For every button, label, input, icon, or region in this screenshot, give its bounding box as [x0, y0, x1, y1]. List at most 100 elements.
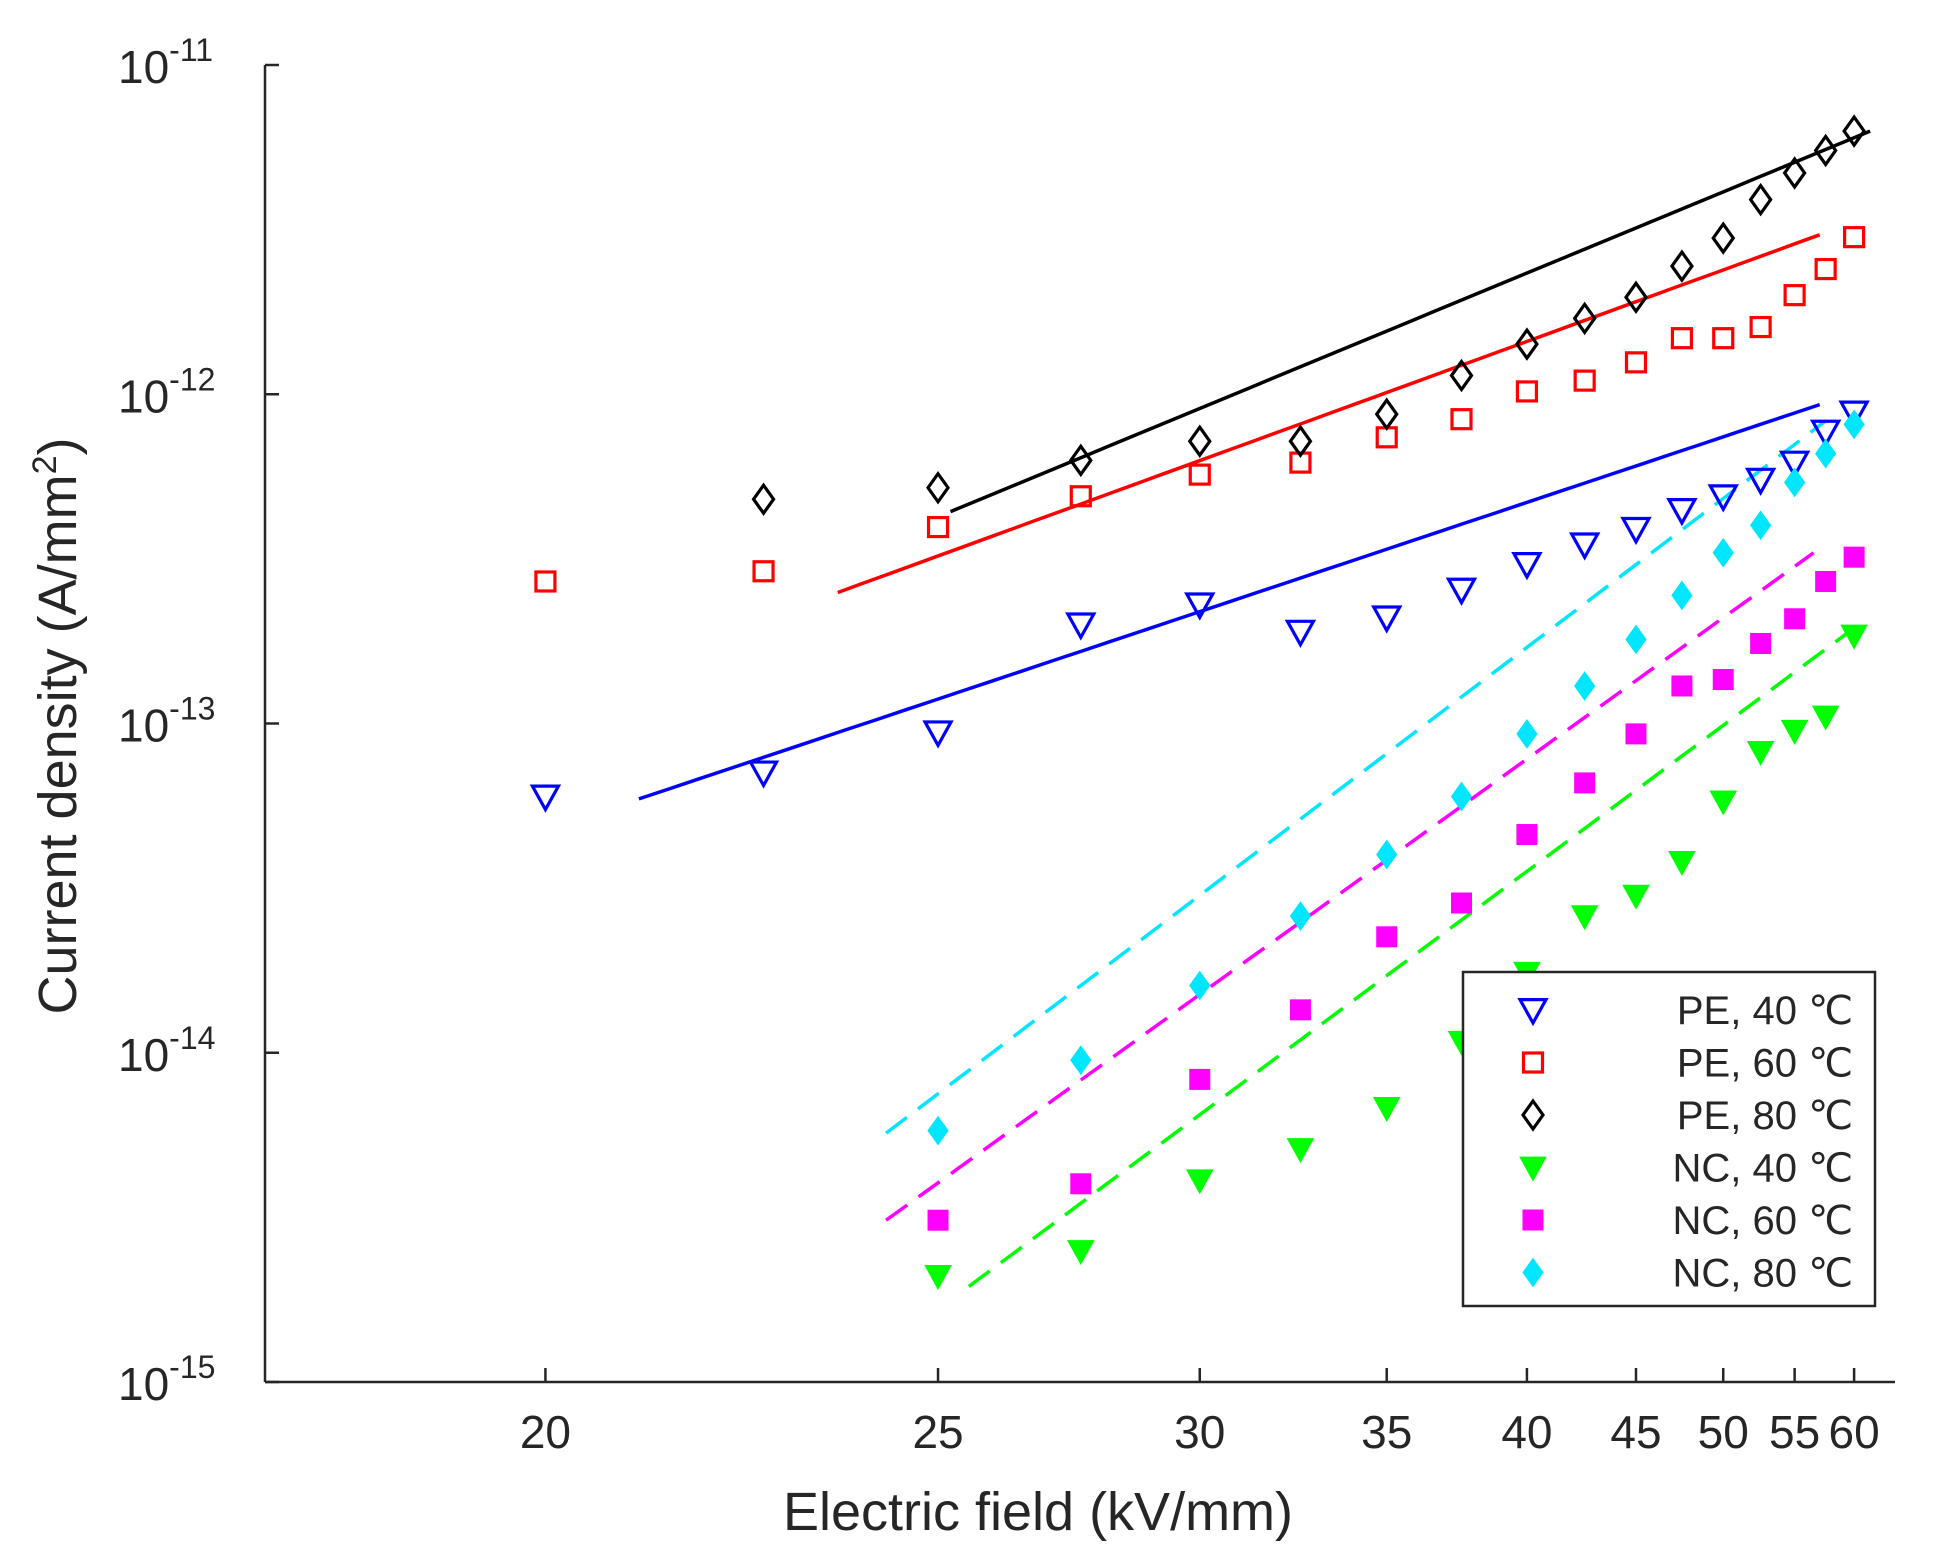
y-tick-mantissa: 10	[118, 41, 169, 93]
legend-marker	[1522, 1257, 1544, 1288]
fit-line-nc-80-	[885, 419, 1827, 1135]
fit-line-pe-60-	[837, 233, 1821, 595]
y-axis-title: Current density (A/mm2)	[26, 437, 88, 1014]
data-point	[1814, 257, 1837, 281]
legend-label: PE, 60 ℃	[1677, 1042, 1853, 1086]
fit-line-pe-80-	[949, 129, 1871, 514]
legend-label: NC, 60 ℃	[1672, 1199, 1853, 1243]
data-point	[1449, 358, 1474, 393]
legend: PE, 40 ℃ PE, 60 ℃ PE, 80 ℃ NC, 40 ℃ NC, 60 ℃…	[1461, 970, 1877, 1308]
data-point	[1784, 608, 1806, 630]
fit-lines	[638, 129, 1871, 1288]
data-point	[752, 560, 775, 583]
data-point	[1671, 580, 1693, 611]
x-tick-label: 20	[520, 1406, 571, 1458]
data-point	[1711, 221, 1736, 255]
legend-marker	[1519, 1156, 1547, 1182]
data-point	[1289, 999, 1311, 1021]
y-tick-label: 10-13	[118, 691, 215, 752]
data-point	[1840, 624, 1868, 650]
data-point	[1813, 133, 1838, 168]
y-tick-mantissa: 10	[118, 370, 169, 422]
fit-line-nc-60-	[885, 551, 1815, 1222]
data-point	[1516, 824, 1538, 846]
data-point	[1570, 905, 1599, 931]
data-point	[1622, 884, 1650, 910]
y-tick-exponent: -11	[169, 32, 213, 68]
data-point	[1188, 463, 1211, 486]
data-point	[1516, 719, 1538, 749]
data-point	[534, 570, 557, 593]
data-point	[1451, 892, 1473, 914]
data-point	[1784, 467, 1806, 498]
data-point	[1574, 671, 1596, 701]
data-point	[529, 784, 562, 813]
data-point	[1712, 327, 1735, 350]
data-point	[747, 760, 780, 789]
y-tick-exponent: -12	[169, 361, 215, 397]
data-point	[1750, 510, 1772, 541]
legend-marker	[1522, 1209, 1544, 1231]
x-axis-title: Electric field (kV/mm)	[783, 1482, 1293, 1542]
y-tick-label: 10-11	[118, 32, 213, 93]
data-point	[1815, 570, 1837, 592]
data-point	[1838, 400, 1870, 429]
y-tick-mantissa: 10	[118, 700, 169, 752]
x-tick-label: 45	[1610, 1406, 1661, 1458]
data-point	[1574, 772, 1596, 794]
data-point	[1620, 516, 1652, 546]
data-point	[1288, 424, 1313, 458]
data-point	[1284, 619, 1317, 649]
data-point	[1066, 1240, 1095, 1266]
axes: 20 25 30 35 40 45 50 55 6010-1510-1410-1310-1210…	[118, 32, 1895, 1458]
data-point	[1184, 592, 1216, 621]
x-tick-label: 60	[1829, 1406, 1880, 1458]
data-point	[1286, 1138, 1315, 1164]
data-point	[1746, 740, 1775, 766]
data-point	[1625, 723, 1647, 745]
data-point	[1748, 182, 1773, 217]
data-point	[1514, 327, 1539, 361]
data-point	[1671, 675, 1693, 697]
data-point	[1815, 438, 1837, 469]
x-tick-label: 55	[1769, 1406, 1820, 1458]
data-point	[1783, 284, 1806, 307]
data-point	[1372, 1096, 1401, 1122]
y-tick-label: 10-14	[118, 1020, 215, 1081]
data-point	[1450, 781, 1473, 812]
data-point	[1189, 970, 1211, 1001]
data-point	[1712, 537, 1734, 568]
data-point	[1185, 1169, 1214, 1195]
legend-label: PE, 80 ℃	[1677, 1094, 1853, 1138]
legend-marker	[1521, 1098, 1545, 1132]
y-tick-mantissa: 10	[118, 1358, 169, 1410]
data-point	[1749, 315, 1772, 339]
y-axis-title-close: )	[28, 437, 88, 455]
data-point	[1573, 369, 1596, 392]
data-point	[1450, 408, 1473, 431]
data-point	[922, 720, 954, 749]
x-tick-label: 30	[1174, 1406, 1225, 1458]
data-point	[1712, 669, 1734, 691]
data-point	[1445, 577, 1478, 606]
data-point	[1666, 498, 1698, 527]
x-tick-label: 25	[912, 1406, 963, 1458]
y-axis-title-superscript: 2	[26, 455, 64, 474]
data-point	[1669, 249, 1694, 283]
data-point	[1070, 1045, 1092, 1075]
fit-line-nc-40-	[967, 626, 1856, 1288]
y-tick-label: 10-12	[118, 361, 215, 422]
y-tick-mantissa: 10	[118, 1029, 169, 1081]
data-point	[1811, 705, 1840, 731]
data-point	[1068, 443, 1093, 478]
data-point	[1624, 351, 1648, 374]
data-point	[1778, 450, 1811, 479]
x-tick-label: 35	[1361, 1406, 1412, 1458]
legend-marker	[1521, 1051, 1545, 1074]
data-point	[1376, 839, 1398, 870]
data-point	[927, 1115, 949, 1146]
data-point	[1371, 605, 1403, 634]
data-point	[1744, 467, 1777, 497]
data-point	[1843, 546, 1865, 568]
